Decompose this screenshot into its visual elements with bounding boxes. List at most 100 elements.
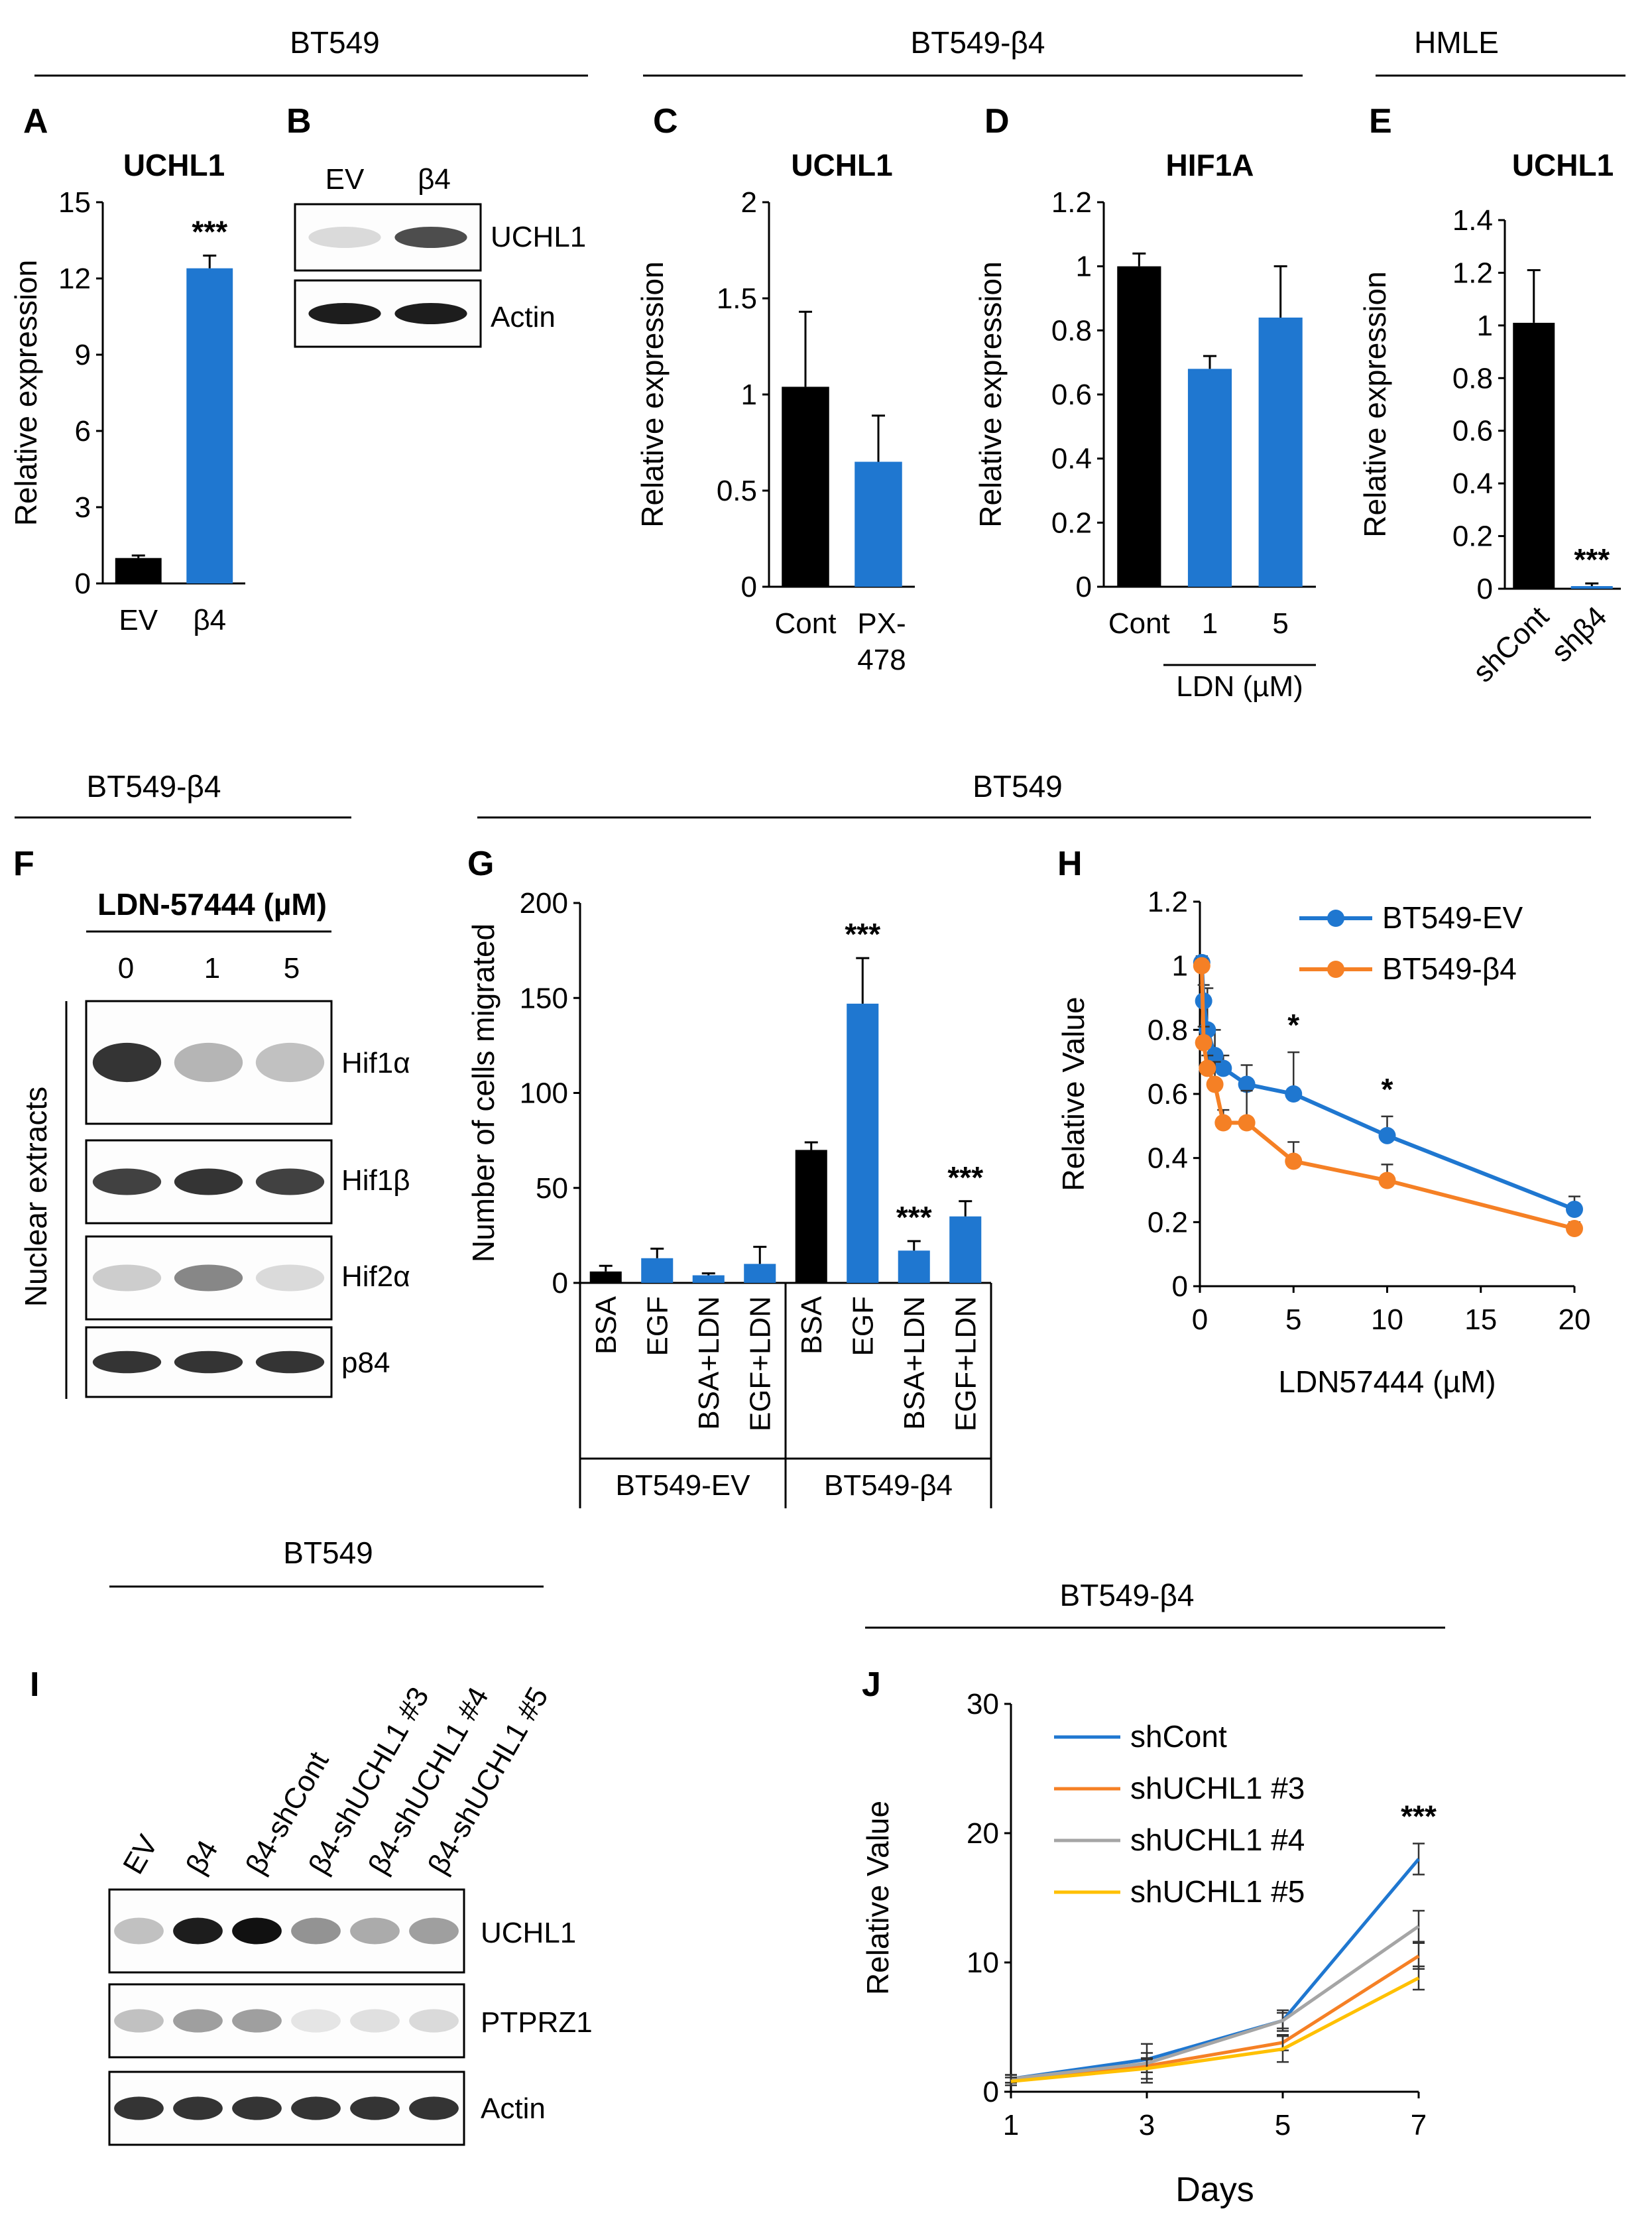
x-tick-label: 3: [1139, 2109, 1155, 2141]
data-point: [1378, 1126, 1396, 1144]
group-headers: BT549 BT549-β4 HMLE BT549-β4 BT549 BT549…: [15, 25, 1625, 1629]
blot-band: [174, 1351, 243, 1374]
x-tick-label: Cont: [1108, 607, 1170, 640]
x-axis-label: Days: [1175, 2171, 1254, 2209]
legend-label: BT549-EV: [1382, 900, 1523, 935]
blot-band: [92, 1168, 162, 1195]
y-tick-label: 0.4: [1051, 443, 1092, 475]
legend-label: shUCHL1 #3: [1130, 1771, 1305, 1805]
significance-stars: ***: [896, 1200, 932, 1234]
x-tick-label: 1: [1003, 2109, 1019, 2141]
x-tick-label: 5: [1272, 607, 1288, 640]
y-tick-label: 100: [520, 1077, 568, 1110]
data-point: [1214, 1114, 1232, 1132]
series-line: [1010, 1925, 1420, 2080]
blot-box: [108, 2071, 465, 2146]
header-hmle: HMLE: [1414, 25, 1499, 60]
group-label: BT549-EV: [616, 1469, 751, 1502]
blot-b: EV β4 UCHL1 Actin: [294, 163, 586, 348]
blot-band: [409, 1917, 459, 1945]
data-point: [1238, 1075, 1256, 1093]
bar: [744, 1264, 776, 1283]
data-point: [1566, 1201, 1583, 1218]
blot-f-label-hif1b: Hif1β: [341, 1164, 410, 1197]
chart-title: UCHL1: [791, 148, 892, 182]
y-tick-label: 1.2: [1452, 257, 1493, 289]
y-tick-label: 10: [967, 1947, 999, 1979]
y-axis-label: Relative expression: [1358, 271, 1392, 537]
x-axis-label: LDN57444 (µM): [1278, 1364, 1496, 1399]
y-tick-label: 1.2: [1148, 886, 1188, 918]
bar: [1570, 586, 1613, 589]
x-tick-label: shβ4: [1545, 600, 1614, 668]
bar: [115, 558, 162, 583]
significance-stars: ***: [845, 917, 880, 951]
x-tick-label: PX-: [857, 607, 906, 640]
y-tick-label: 0.4: [1148, 1142, 1188, 1175]
y-tick-label: 0.8: [1051, 314, 1092, 347]
panel-label-c: C: [653, 102, 678, 141]
blot-f-side-label: Nuclear extracts: [19, 1087, 53, 1307]
x-tick-label: BSA: [796, 1295, 828, 1354]
y-tick-label: 30: [967, 1688, 999, 1720]
legend-label: shCont: [1130, 1719, 1227, 1754]
blot-band: [173, 1917, 223, 1945]
header-bt549-b4-bot: BT549-β4: [1060, 1578, 1195, 1612]
bar: [589, 1271, 622, 1283]
blot-band: [255, 1264, 325, 1292]
y-axis-label: Relative expression: [973, 261, 1008, 527]
legend-label: shUCHL1 #4: [1130, 1823, 1305, 1857]
y-tick-label: 150: [520, 982, 568, 1014]
y-tick-label: 2: [741, 186, 757, 219]
blot-band: [114, 2009, 164, 2033]
blot-band: [308, 227, 381, 248]
blot-i-label-actin: Actin: [481, 2092, 546, 2125]
data-point: [1378, 1172, 1396, 1189]
group-label: LDN (µM): [1176, 670, 1303, 703]
x-tick-label: EGF+LDN: [744, 1296, 776, 1431]
y-tick-label: 0.6: [1051, 379, 1092, 411]
y-tick-label: 1.2: [1051, 186, 1092, 219]
header-bt549-b4-mid: BT549-β4: [87, 769, 221, 804]
y-tick-label: 0.8: [1452, 362, 1493, 394]
blot-i-lane-1: β4: [180, 1834, 224, 1880]
data-point: [1206, 1075, 1224, 1093]
blot-band: [232, 2096, 282, 2120]
chart-e: 0 0.2 0.4 0.6 0.8 1 1.2 1.4 UCHL1 Relative expres…: [1358, 148, 1621, 689]
blot-band: [173, 2009, 223, 2033]
y-tick-label: 20: [967, 1817, 999, 1850]
y-tick-label: 9: [75, 339, 91, 371]
panel-label-f: F: [13, 845, 34, 883]
chart-a: 0 3 6 9 12 15 UCHL1 Relative expression EV *** β4: [9, 148, 245, 636]
x-tick-label: 5: [1275, 2109, 1291, 2141]
y-axis-label: Relative expression: [9, 260, 43, 526]
blot-i-lane-0: EV: [117, 1829, 164, 1880]
y-tick-label: 0.2: [1148, 1206, 1188, 1238]
bar: [782, 387, 829, 587]
y-tick-label: 6: [75, 415, 91, 448]
blot-band: [92, 1351, 162, 1374]
blot-band: [173, 2096, 223, 2120]
x-tick-label: BSA+LDN: [693, 1296, 725, 1430]
y-tick-label: 0.5: [717, 475, 757, 507]
header-bt549-top: BT549: [290, 25, 380, 60]
y-axis-label: Number of cells migrated: [466, 924, 501, 1262]
bar: [795, 1150, 827, 1283]
blot-i: EV β4 β4-shCont β4-shUCHL1 #3 β4-shUCHL1…: [108, 1682, 593, 2146]
x-tick-label: BSA+LDN: [898, 1296, 931, 1430]
blot-i-bands: [114, 1917, 459, 2120]
y-tick-label: 1: [1172, 950, 1188, 983]
bar: [692, 1275, 725, 1283]
blot-f-lane-0: 0: [118, 952, 134, 985]
blot-band: [394, 227, 467, 248]
y-tick-label: 15: [58, 186, 91, 219]
blot-f-lane-5: 5: [284, 952, 300, 985]
blot-band: [409, 2096, 459, 2120]
significance-stars: ***: [192, 215, 227, 249]
series-line: [1010, 1976, 1420, 2083]
blot-b-label-actin: Actin: [491, 301, 556, 333]
blot-f: LDN-57444 (µM) 0 1 5 Nuclear extracts Hi…: [19, 887, 410, 1399]
x-tick-label: 0: [1192, 1303, 1208, 1336]
y-tick-label: 0: [75, 568, 91, 600]
blot-band: [291, 2009, 341, 2033]
